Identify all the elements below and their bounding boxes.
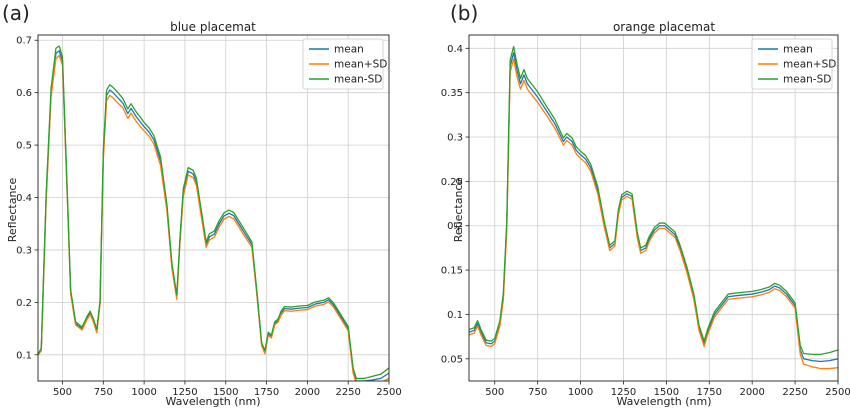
panel-b-series-meanplus-minus-SD (469, 58, 838, 370)
panel-b-x-tick-label: 2500 (825, 387, 850, 398)
panel-a-x-tick-label: 1000 (131, 387, 156, 398)
panel-a-y-tick-label: 0.6 (16, 88, 32, 99)
panel-a-y-tick-label: 0.4 (16, 193, 32, 204)
panel-b-legend-label: mean-SD (783, 74, 831, 86)
panel-a-legend-label: mean+SD (334, 59, 387, 71)
panel-a-series-meanplus-minus-SD (38, 54, 389, 381)
panel-a-x-tick-label: 2500 (376, 387, 401, 398)
panel-a-series-mean-minus-SD (38, 45, 389, 380)
panel-b-x-tick-label: 750 (528, 387, 547, 398)
panel-b-y-tick-label: 0.15 (441, 266, 463, 277)
panel-a-legend-label: mean (334, 44, 364, 56)
panel-b-legend-label: mean+SD (783, 59, 836, 71)
panel-a-y-tick-label: 0.3 (16, 245, 32, 256)
panel-a-ylabel: Reflectance (6, 178, 19, 243)
panel-b: 500 750 1000 1250 1500 1750 2000 2250 2500 0.05 0.… (441, 1, 850, 408)
panel-b-x-tick-label: 500 (485, 387, 504, 398)
panel-a-x-tick-label: 1500 (213, 387, 238, 398)
panel-b-y-tick-label: 0.3 (447, 133, 463, 144)
panel-a-frame (37, 34, 390, 382)
panel-b-x-tick-label: 1500 (654, 387, 679, 398)
panel-b-series-mean-minus-SD (469, 45, 838, 356)
panel-a-x-tick-label: 750 (94, 387, 113, 398)
panel-b-y-tick-label: 0.05 (441, 354, 463, 365)
panel-a-xlabel: Wavelength (nm) (165, 395, 260, 408)
panel-b-x-tick-label: 1750 (697, 387, 722, 398)
panel-b-x-tick-label: 2000 (739, 387, 764, 398)
panel-b-xlabel: Wavelength (nm) (616, 395, 711, 408)
panel-a-series-mean (38, 50, 389, 381)
panel-a-title: blue placemat (170, 20, 256, 34)
panel-b-frame (468, 34, 839, 382)
panel-b-y-tick-label: 0.35 (441, 88, 463, 99)
panel-a-label: (a) (2, 1, 30, 25)
panel-b-title: orange placemat (613, 20, 715, 34)
panel-b-label: (b) (450, 1, 478, 25)
panel-b-legend-label: mean (783, 44, 813, 56)
panel-a-x-tick-label: 2000 (295, 387, 320, 398)
panel-a-x-tick-label: 2250 (335, 387, 360, 398)
panel-b-y-tick-label: 0.2 (447, 221, 463, 232)
panel-b-x-tick-label: 2250 (782, 387, 807, 398)
panel-a-y-tick-label: 0.7 (16, 36, 32, 47)
panel-b-x-tick-label: 1250 (611, 387, 636, 398)
panel-a-y-tick-label: 0.5 (16, 141, 32, 152)
panel-b-ylabel: Reflectance (452, 178, 465, 243)
panel-b-x-tick-label: 1000 (568, 387, 593, 398)
panel-b-legend (751, 38, 833, 90)
panel-a: 500 750 1000 1250 1500 1750 2000 2250 2500 0.1 0.2… (2, 1, 402, 408)
panel-a-x-tick-label: 500 (53, 387, 72, 398)
panel-a-x-tick-label: 1750 (254, 387, 279, 398)
panel-b-y-tick-label: 0.1 (447, 310, 463, 321)
panel-b-y-tick-label: 0.4 (447, 44, 463, 55)
panel-a-legend (302, 38, 384, 90)
panel-a-legend-label: mean-SD (334, 74, 382, 86)
panel-b-y-tick-label: 0.25 (441, 177, 463, 188)
panel-a-y-tick-label: 0.2 (16, 298, 32, 309)
panel-a-y-tick-label: 0.1 (16, 350, 32, 361)
panel-a-x-tick-label: 1250 (172, 387, 197, 398)
